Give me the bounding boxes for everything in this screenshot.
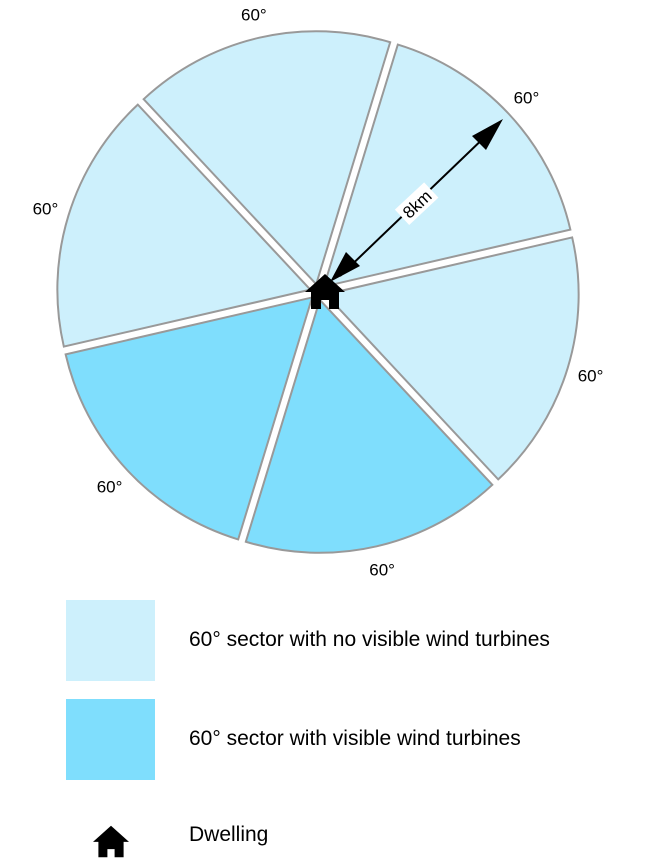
legend-swatch-turbines bbox=[66, 699, 155, 780]
radius-label-background bbox=[394, 182, 439, 225]
sector-angle-label-bottom: 60° bbox=[97, 477, 123, 496]
sector-angle-label-top-left: 60° bbox=[241, 5, 267, 24]
sector-diagram: 60° 60° 60° 60° 60° 60° 8km bbox=[33, 5, 604, 579]
sector-top-right bbox=[323, 236, 580, 481]
sector-bottom-right bbox=[244, 297, 494, 554]
dwelling-marker bbox=[305, 274, 345, 309]
legend-swatch-no-turbines bbox=[66, 600, 155, 681]
house-icon bbox=[305, 274, 345, 309]
sector-top-left bbox=[142, 30, 392, 287]
sector-angle-label-bottom-right: 60° bbox=[369, 561, 395, 580]
radius-arrowhead-outer bbox=[472, 119, 503, 150]
sectors-group bbox=[56, 30, 580, 554]
legend-house-icon bbox=[93, 825, 129, 858]
sector-angle-label-bottom-left: 60° bbox=[33, 200, 59, 219]
sector-angle-label-top-right: 60° bbox=[578, 366, 604, 385]
sector-bottom bbox=[64, 296, 314, 541]
radius-arrowhead-inner bbox=[330, 252, 360, 282]
legend-label-no-turbines: 60° sector with no visible wind turbines bbox=[189, 628, 550, 651]
legend-label-turbines: 60° sector with visible wind turbines bbox=[189, 727, 521, 750]
angle-labels-group: 60° 60° 60° 60° 60° 60° bbox=[33, 5, 604, 579]
sector-angle-label-top: 60° bbox=[514, 89, 540, 108]
sector-bottom-left bbox=[56, 103, 313, 348]
sector-top bbox=[322, 43, 572, 288]
radius-arrow: 8km bbox=[330, 119, 503, 282]
legend-label-dwelling: Dwelling bbox=[189, 823, 269, 846]
